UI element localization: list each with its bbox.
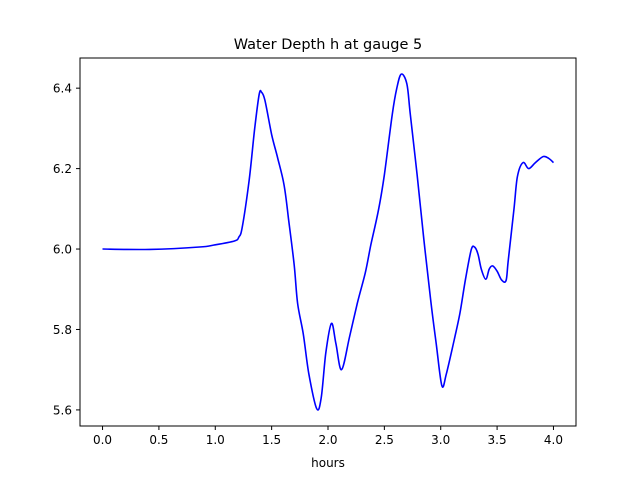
x-tick-label: 3.5	[488, 433, 507, 447]
x-tick-label: 2.0	[318, 433, 337, 447]
x-tick-label: 2.5	[375, 433, 394, 447]
y-axis: 5.6 5.8 6.0 6.2 6.4	[53, 82, 80, 417]
chart-title: Water Depth h at gauge 5	[234, 37, 422, 53]
y-tick-label: 6.2	[53, 162, 72, 176]
x-axis: 0.0 0.5 1.0 1.5 2.0 2.5 3.0 3.5 4.0	[93, 426, 563, 447]
x-axis-label: hours	[311, 456, 345, 470]
y-tick-label: 6.0	[53, 243, 72, 257]
plot-area	[102, 73, 555, 411]
x-tick-label: 4.0	[544, 433, 563, 447]
y-tick-label: 6.4	[53, 82, 72, 96]
x-tick-label: 1.5	[262, 433, 281, 447]
x-tick-label: 0.0	[93, 433, 112, 447]
x-tick-label: 0.5	[149, 433, 168, 447]
y-tick-label: 5.6	[53, 403, 72, 417]
x-tick-label: 3.0	[431, 433, 450, 447]
y-tick-label: 5.8	[53, 323, 72, 337]
x-tick-label: 1.0	[206, 433, 225, 447]
series-line-h	[102, 73, 555, 411]
